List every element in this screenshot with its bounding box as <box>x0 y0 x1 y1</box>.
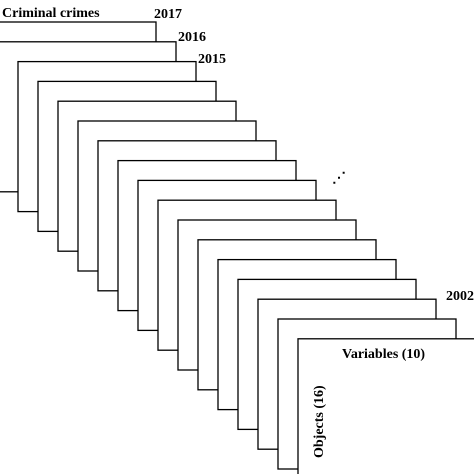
year-label: 2002 <box>446 289 474 304</box>
rows-label: Objects (16) <box>312 385 327 458</box>
title: Criminal crimes <box>2 6 100 21</box>
ellipsis: ⋰ <box>332 171 346 186</box>
columns-label: Variables (10) <box>342 347 425 362</box>
sheet-stack <box>0 21 474 474</box>
sheet <box>297 338 474 474</box>
year-label: 2016 <box>178 30 206 45</box>
year-label: 2017 <box>154 7 182 22</box>
year-label: 2015 <box>198 52 226 67</box>
